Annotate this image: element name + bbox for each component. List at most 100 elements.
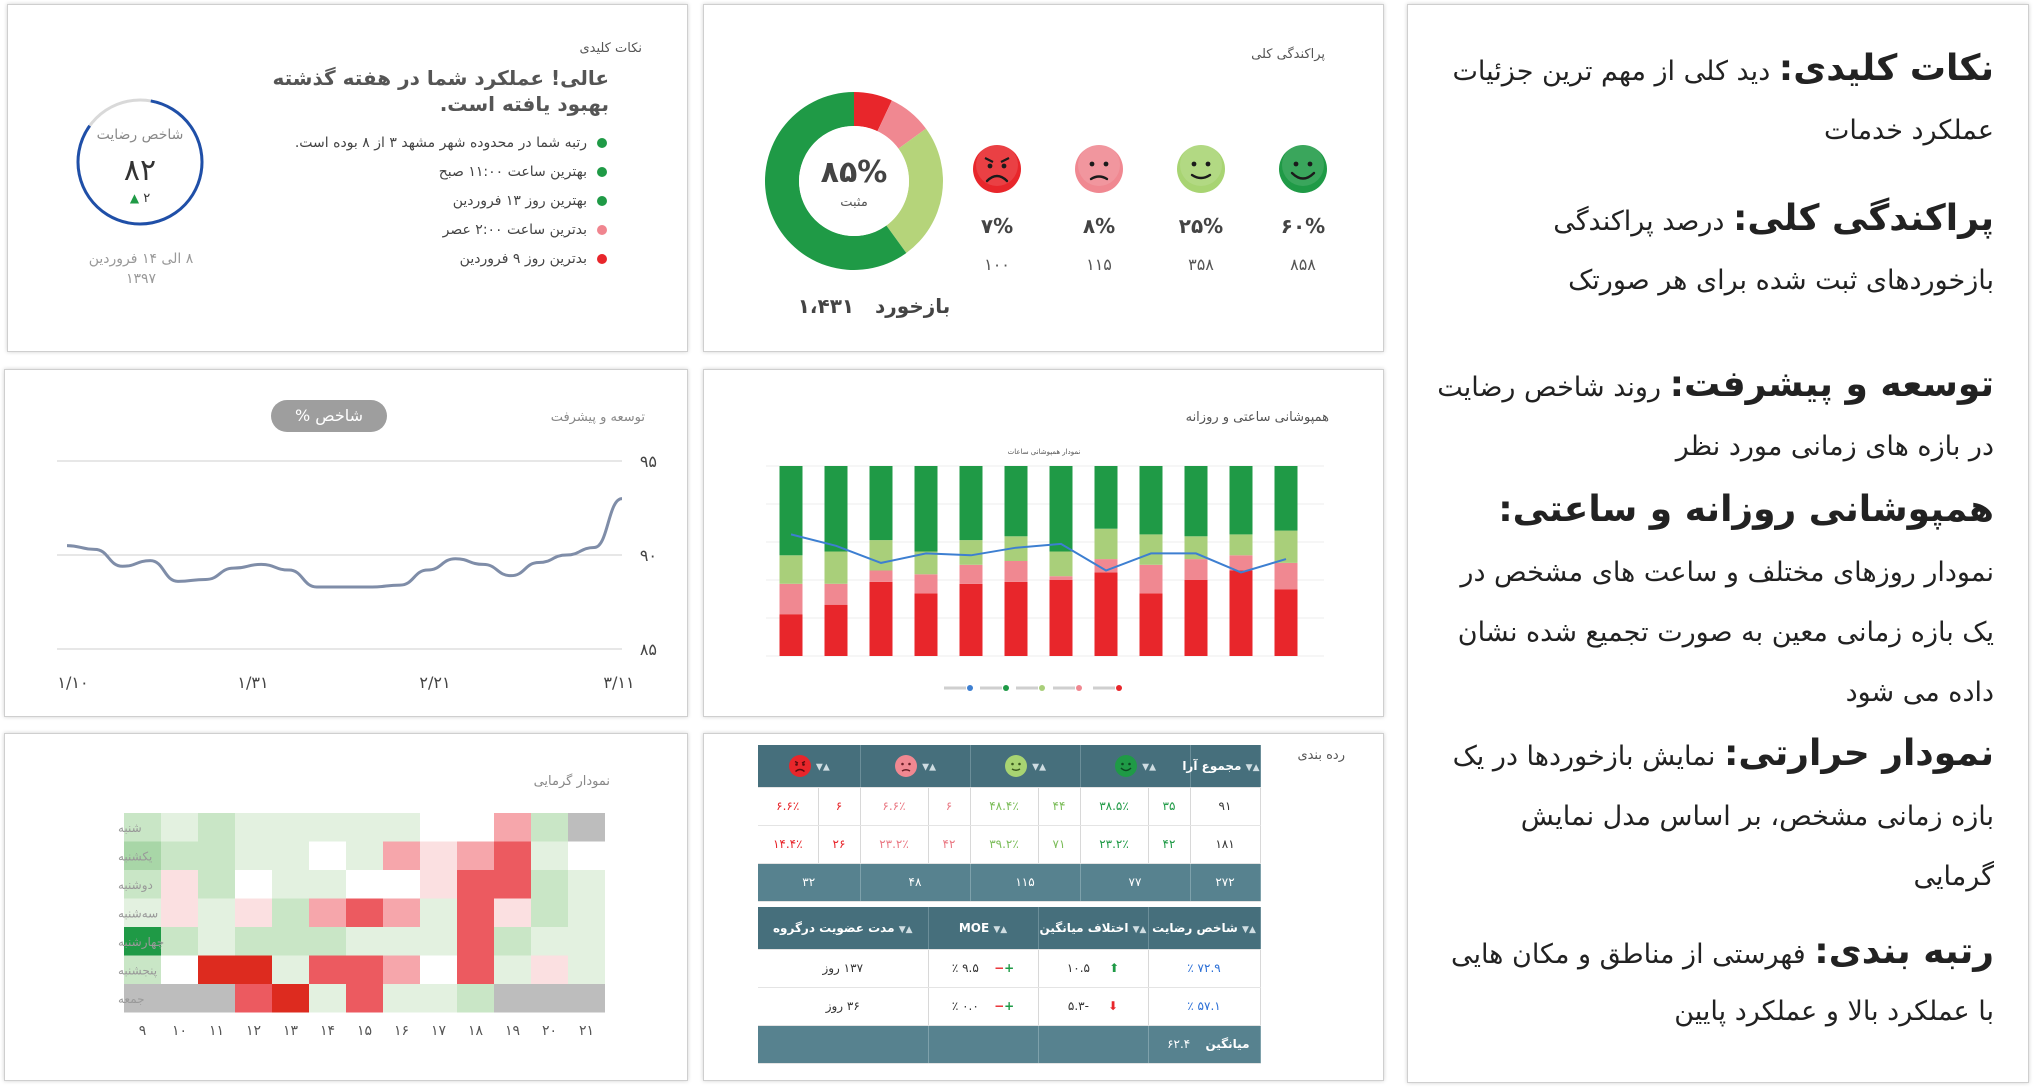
satisfaction-cell: ۵۷.۱ ٪ [1148,987,1261,1026]
bar-segment-green [779,466,803,556]
heatmap-row-label: یکشنبه [118,850,152,864]
sort-icon: ▲▼ [1132,924,1147,935]
heatmap-col-label: ۱۸ [468,1023,484,1039]
bar-segment-pink [1139,564,1163,594]
desc-ranking: رتبه بندی: فهرستی از مناطق و مکان هایی ب… [1450,931,1994,1027]
heatmap-cell [568,927,605,956]
heatmap-col-label: ۲۱ [579,1023,594,1039]
very-happy-count-cell: ۳۵ [1148,787,1191,826]
index-percent-toggle[interactable]: شاخص % [271,400,387,432]
heatmap-cell [383,898,420,927]
donut-slice [765,92,907,270]
very-happy-column-header[interactable]: ▲▼ [1080,745,1191,788]
heatmap-cell [346,955,383,984]
heatmap-cell [198,841,235,870]
bar-segment-lgreen [1139,534,1163,565]
satisfaction-header[interactable]: ▲▼ شاخص رضایت [1148,907,1261,950]
gauge-label: شاخص رضایت [96,127,184,143]
bar-segment-lgreen [1094,528,1118,560]
heatmap-cell [235,955,272,984]
heatmap-col-label: ۱۲ [246,1023,261,1039]
heatmap-cell [235,841,272,870]
arrow-up-icon: ⬆ [1109,961,1120,975]
heatmap-cell [161,927,198,956]
sad-count-cell: ۶ [928,787,971,826]
very-happy-pct-cell: ۲۳.۲٪ [1080,825,1149,864]
sum-very-happy-cell: ۷۷ [1080,863,1191,902]
angry-column-header[interactable]: ▲▼ [758,745,861,788]
heatmap-cell [346,927,383,956]
sort-icon: ▲▼ [1242,924,1256,935]
donut-subtitle: مثبت [840,195,868,210]
heatmap-row-label: چهارشنبه [118,935,164,950]
key-point-text: رتبه شما در محدوده شهر مشهد ۳ از ۸ بوده … [294,135,587,151]
heatmap-cell [568,813,605,842]
membership-cell: ۳۶ روز [758,987,929,1026]
sad-column-header[interactable]: ▲▼ [860,745,971,788]
sum-angry-cell: ۳۲ [758,863,861,902]
heatmap-cell [383,813,420,842]
heatmap-cell [346,841,383,870]
moe-cell: +− ۰.۰ ٪ [928,987,1039,1026]
angry-count-cell: ۶ [818,787,861,826]
table-row[interactable]: ۹۱ ۳۵ ۳۸.۵٪ ۴۴ ۴۸.۴٪ ۶ ۶.۶٪ ۶ ۶.۶٪ [758,787,1261,826]
key-headline-line2: بهبود یافته است. [439,92,609,116]
bar-segment-green [914,466,938,552]
moe-header[interactable]: ▲▼ MOE [928,907,1039,950]
legend-marker [1003,685,1009,691]
x-tick-label: ۱/۳۱ [237,673,268,692]
date-range-line2: ۱۳۹۷ [125,271,157,287]
heatmap-cell [198,984,235,1013]
bar-segment-pink [779,583,803,615]
heatmap-cell [420,841,457,870]
bar-segment-pink [959,564,983,584]
heatmap-cell [420,813,457,842]
table-row[interactable]: ۱۸۱ ۴۲ ۲۳.۲٪ ۷۱ ۳۹.۲٪ ۴۲ ۲۳.۲٪ ۲۶ ۱۴.۴٪ [758,825,1261,864]
bar-segment-pink [1049,576,1073,580]
heatmap-chart: شنبه یکشنبه دوشنبه سه‌شنبه چهارشنبه پنجشنبه جم… [118,813,605,1039]
donut-slice [877,100,927,149]
bar-segment-lgreen [1049,551,1073,577]
key-point-text: بدترین ساعت ۲:۰۰ عصر [442,222,587,238]
dispersion-donut-chart [765,92,943,270]
ranking-table-wrap: ▲▼ مجموع آرا ▲▼ ▲▼ ▲▼ ▲▼ ۹۱ ۳۵ ۳۸.۵٪ ۴۴ … [758,745,1261,1064]
heatmap-cell [309,984,346,1013]
heatmap-cell [531,813,568,842]
happy-column-header[interactable]: ▲▼ [970,745,1081,788]
bar-segment-lgreen [914,551,938,575]
y-tick-label: ۹۰ [640,546,657,565]
heatmap-col-label: ۱۰ [172,1023,187,1039]
heatmap-cell [124,813,161,842]
avg-diff-header[interactable]: ▲▼ اختلاف میانگین [1038,907,1149,950]
total-votes-header[interactable]: ▲▼ مجموع آرا [1182,745,1261,788]
table-row[interactable]: ۷۲.۹ ٪ ⬆ ۱۰.۵ +− ۹.۵ ٪ ۱۳۷ روز [758,949,1261,988]
heatmap-col-label: ۱۴ [320,1023,335,1039]
donut-slice [854,92,892,132]
heatmap-cell [494,870,531,899]
sort-icon: ▲▼ [922,762,937,773]
bar-segment-lgreen [1274,530,1298,563]
heatmap-cell [346,984,383,1013]
sad-face-icon [894,754,917,777]
sad-face-icon [1075,144,1123,193]
membership-header[interactable]: ▲▼ مدت عضویت درگروه [758,907,929,950]
heatmap-row-label: جمعه [118,992,145,1006]
ranking-header-row-2: ▲▼ شاخص رضایت ▲▼ اختلاف میانگین ▲▼ MOE ▲… [758,907,1261,950]
bar-segment-red [1004,581,1028,656]
bar-segment-lgreen [1229,534,1253,556]
bar-segment-green [959,466,983,541]
table-row[interactable]: ۵۷.۱ ٪ ⬇ -۵.۳ +− ۰.۰ ٪ ۳۶ روز [758,987,1261,1026]
heatmap-col-label: ۱۱ [209,1023,224,1039]
heatmap-cell [198,870,235,899]
key-point-text: بدترین روز ۹ فروردین [459,251,587,267]
heatmap-cell [272,898,309,927]
sort-icon: ▲▼ [898,924,913,935]
heatmap-cell [124,984,161,1013]
ranking-table: ▲▼ مجموع آرا ▲▼ ▲▼ ▲▼ ▲▼ ۹۱ ۳۵ ۳۸.۵٪ ۴۴ … [758,745,1261,1064]
key-points-title: نکات کلیدی [579,41,642,56]
heatmap-cell [383,984,420,1013]
heatmap-panel: نمودار گرمایی شنبه یکشنبه دوشنبه سه‌شنبه چها… [4,733,688,1081]
moe-cell: +− ۹.۵ ٪ [928,949,1039,988]
donut-hole [799,126,909,236]
key-headline: عالی! عملکرد شما در هفته گذشته بهبود یاف… [189,65,609,117]
